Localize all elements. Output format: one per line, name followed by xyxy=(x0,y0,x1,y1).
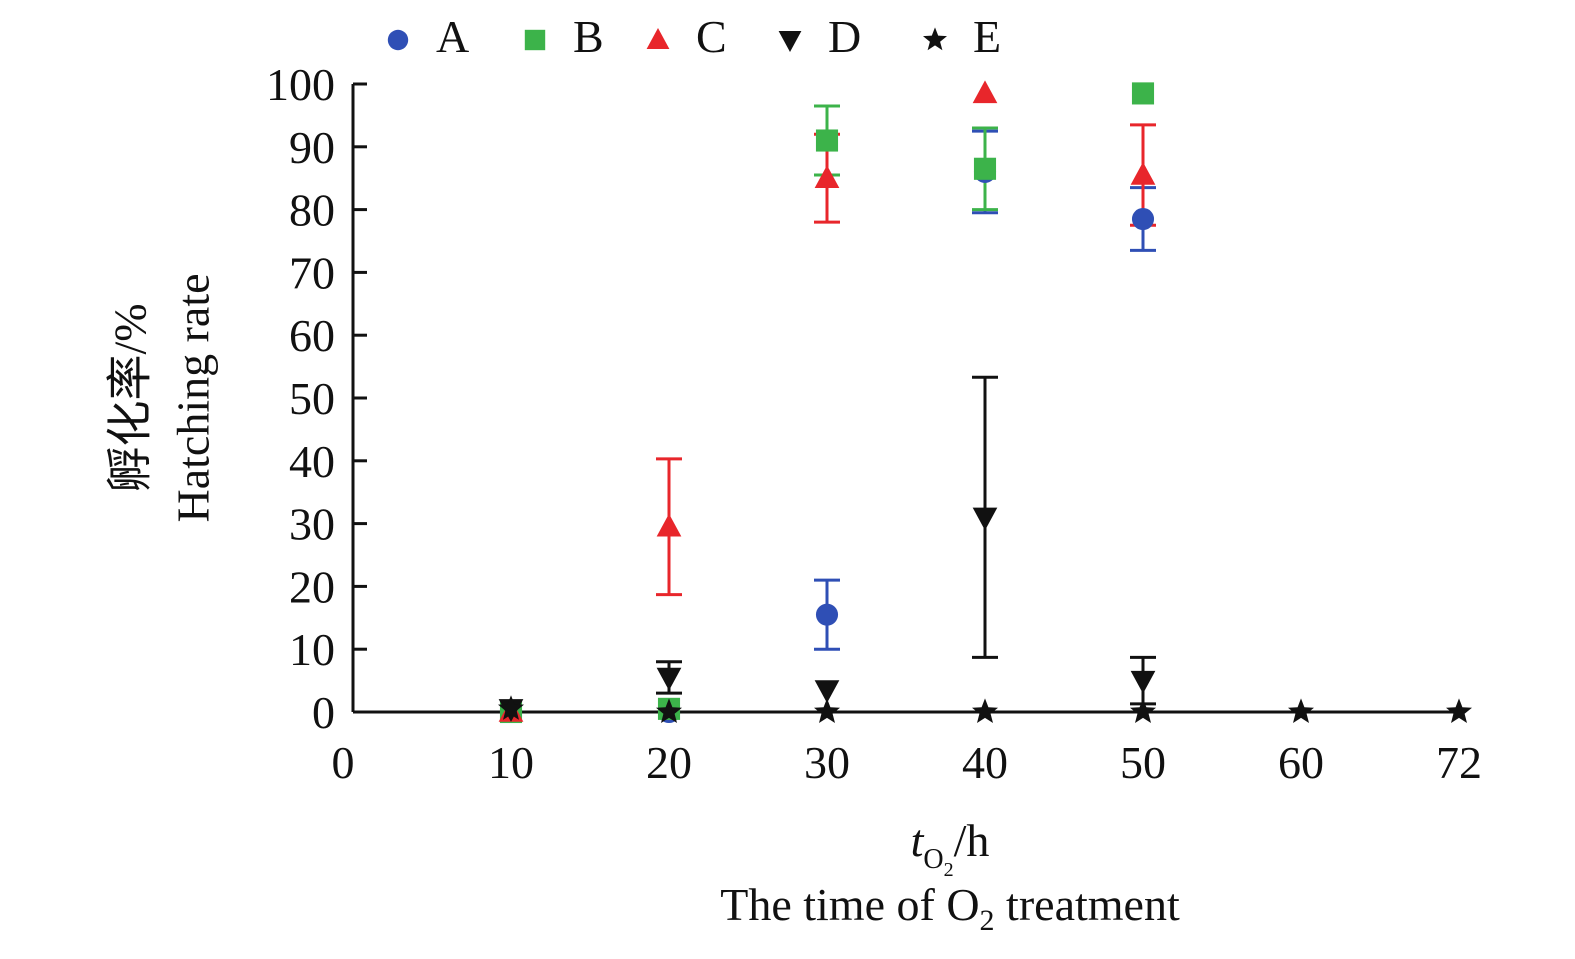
y-tick-label: 100 xyxy=(266,59,335,110)
x-tick-label: 72 xyxy=(1436,737,1482,788)
point-c xyxy=(972,80,998,104)
y-tick-label: 20 xyxy=(289,561,335,612)
x-tick-label: 0 xyxy=(332,737,355,788)
point-c xyxy=(656,513,682,537)
point-a xyxy=(1131,207,1155,231)
legend-marker-a xyxy=(387,29,409,51)
x-tick-label: 40 xyxy=(962,737,1008,788)
y-tick-label: 80 xyxy=(289,185,335,236)
legend-marker-b xyxy=(524,29,546,51)
point-b xyxy=(815,129,839,152)
legend-marker-d xyxy=(778,31,802,52)
y-tick-label: 30 xyxy=(289,499,335,550)
error-bars xyxy=(656,104,1156,706)
point-e xyxy=(1288,698,1314,723)
legend-marker-e xyxy=(923,27,947,51)
legend-marker-c xyxy=(646,28,670,49)
legend-label-c: C xyxy=(696,11,727,62)
y-tick-label: 0 xyxy=(312,687,335,738)
point-d xyxy=(814,680,840,704)
point-d xyxy=(972,507,998,531)
point-e xyxy=(1130,698,1156,723)
point-b xyxy=(1131,82,1155,105)
x-tick-label: 20 xyxy=(646,737,692,788)
point-b xyxy=(973,157,997,180)
point-e xyxy=(972,698,998,723)
x-axis-symbol-subsub: 2 xyxy=(944,859,954,881)
legend-label-a: A xyxy=(436,11,469,62)
y-ticks: 0 10 20 30 40 50 60 70 80 90 100 xyxy=(266,59,367,738)
legend-label-d: D xyxy=(828,11,861,62)
point-a xyxy=(815,603,839,626)
point-c xyxy=(1130,162,1156,185)
x-ticks: 0 10 20 30 40 50 60 72 xyxy=(332,737,1483,788)
x-axis-en-prefix: The time of O xyxy=(720,879,979,930)
x-tick-label: 30 xyxy=(804,737,850,788)
x-axis-title-symbol: tO2/h xyxy=(911,815,990,881)
point-e xyxy=(498,695,524,720)
y-tick-label: 10 xyxy=(289,624,335,675)
legend: A B C D E xyxy=(387,11,1001,62)
y-tick-label: 60 xyxy=(289,310,335,361)
point-e xyxy=(1446,698,1472,723)
y-tick-label: 40 xyxy=(289,436,335,487)
point-e xyxy=(656,698,682,723)
x-axis-symbol-sub: O xyxy=(923,844,943,875)
x-tick-label: 60 xyxy=(1278,737,1324,788)
axes xyxy=(351,84,1465,714)
x-axis-symbol: t xyxy=(911,815,925,866)
y-axis-title-en: Hatching rate xyxy=(168,273,219,522)
data-markers xyxy=(498,80,1472,724)
point-d xyxy=(1130,670,1156,694)
legend-label-e: E xyxy=(973,11,1001,62)
legend-label-b: B xyxy=(573,11,604,62)
y-tick-label: 70 xyxy=(289,247,335,298)
y-tick-label: 50 xyxy=(289,373,335,424)
x-tick-label: 50 xyxy=(1120,737,1166,788)
x-axis-en-suffix: treatment xyxy=(995,879,1180,930)
x-axis-unit: /h xyxy=(954,815,990,866)
point-e xyxy=(814,698,840,723)
x-axis-title-en: The time of O2 treatment xyxy=(720,879,1180,937)
x-tick-label: 10 xyxy=(488,737,534,788)
y-tick-label: 90 xyxy=(289,122,335,173)
point-c xyxy=(814,165,840,188)
y-axis-title-cn: 孵化率/% xyxy=(105,303,156,492)
point-d xyxy=(656,667,682,691)
x-axis-en-sub: 2 xyxy=(980,904,995,937)
